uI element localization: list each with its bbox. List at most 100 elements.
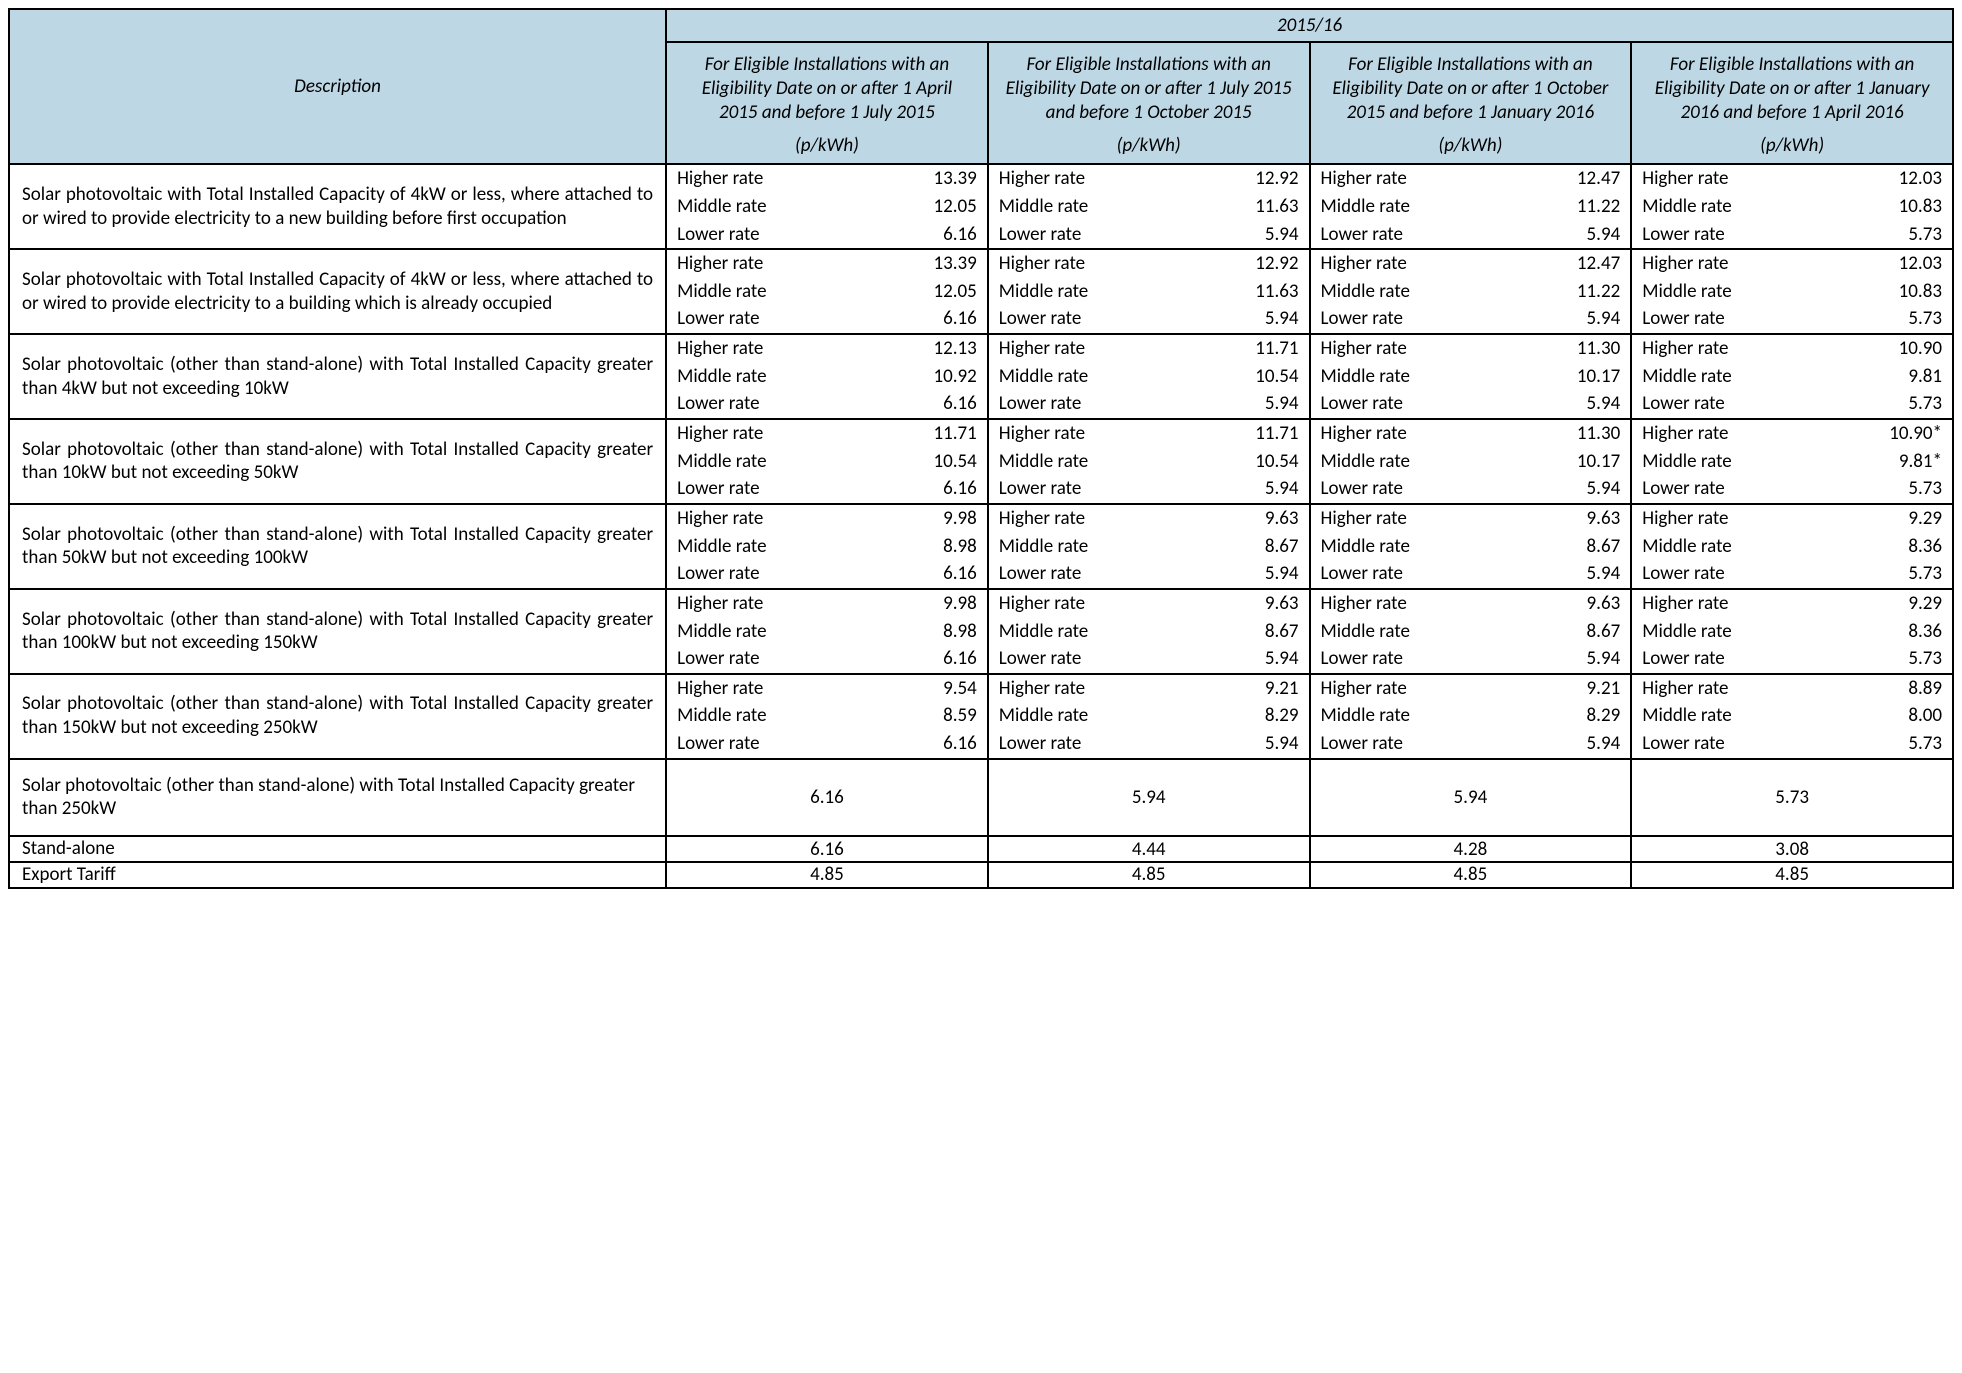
rate-label: Higher rate <box>989 165 1183 193</box>
header-period-0: For Eligible Installations with an Eligi… <box>666 42 988 164</box>
rate-cell-group: Higher rate10.90Middle rate9.81Lower rat… <box>1631 334 1953 419</box>
rate-cell-group: Higher rate9.63Middle rate8.67Lower rate… <box>1310 504 1632 589</box>
rate-value: 12.03 <box>1826 165 1952 193</box>
rate-value: 12.03 <box>1826 250 1952 278</box>
rate-label: Lower rate <box>1311 645 1505 673</box>
rate-label: Higher rate <box>1632 505 1826 533</box>
rate-value: 8.29 <box>1504 702 1630 730</box>
period-text: For Eligible Installations with an Eligi… <box>1646 53 1938 124</box>
rate-label: Middle rate <box>1311 363 1505 391</box>
rate-value: 8.67 <box>1504 533 1630 561</box>
rate-label: Higher rate <box>989 505 1183 533</box>
rate-label: Higher rate <box>1311 335 1505 363</box>
single-value: 5.94 <box>1310 759 1632 837</box>
single-value: 4.28 <box>1310 836 1632 862</box>
rate-label: Middle rate <box>1311 448 1505 476</box>
rate-label: Middle rate <box>1311 702 1505 730</box>
rate-value: 10.17 <box>1504 448 1630 476</box>
rate-label: Middle rate <box>1311 618 1505 646</box>
table-body: Solar photovoltaic with Total Installed … <box>9 164 1953 887</box>
rate-label: Middle rate <box>989 278 1183 306</box>
rate-label: Higher rate <box>1632 420 1826 448</box>
rate-label: Lower rate <box>989 221 1183 249</box>
rate-cell-group: Higher rate13.39Middle rate12.05Lower ra… <box>666 164 988 249</box>
rate-label: Middle rate <box>1632 702 1826 730</box>
table-row: Solar photovoltaic (other than stand-alo… <box>9 589 1953 674</box>
rate-cell-group: Higher rate13.39Middle rate12.05Lower ra… <box>666 249 988 334</box>
rate-label: Higher rate <box>667 505 861 533</box>
header-year: 2015/16 <box>666 9 1953 42</box>
rate-cell-group: Higher rate9.98Middle rate8.98Lower rate… <box>666 504 988 589</box>
rate-value: 10.92 <box>861 363 987 391</box>
rate-label: Lower rate <box>1311 730 1505 758</box>
rate-cell-group: Higher rate9.63Middle rate8.67Lower rate… <box>988 504 1310 589</box>
rate-label: Middle rate <box>989 193 1183 221</box>
rate-value: 5.73 <box>1826 730 1952 758</box>
rate-value: 12.92 <box>1183 250 1309 278</box>
row-description: Solar photovoltaic (other than stand-alo… <box>9 334 666 419</box>
rate-label: Higher rate <box>989 675 1183 703</box>
rate-value: 6.16 <box>861 475 987 503</box>
single-value: 4.85 <box>1631 862 1953 888</box>
rate-label: Higher rate <box>989 250 1183 278</box>
unit-label: (p/kWh) <box>1003 134 1295 157</box>
single-value: 3.08 <box>1631 836 1953 862</box>
rate-label: Higher rate <box>989 335 1183 363</box>
rate-cell-group: Higher rate12.92Middle rate11.63Lower ra… <box>988 249 1310 334</box>
rate-value: 6.16 <box>861 305 987 333</box>
rate-value: 9.21 <box>1504 675 1630 703</box>
rate-label: Higher rate <box>989 590 1183 618</box>
rate-value: 9.63 <box>1504 505 1630 533</box>
rate-value: 6.16 <box>861 560 987 588</box>
rate-value: 5.94 <box>1504 390 1630 418</box>
rate-cell-group: Higher rate9.54Middle rate8.59Lower rate… <box>666 674 988 759</box>
rate-value: 13.39 <box>861 250 987 278</box>
rate-label: Higher rate <box>1311 250 1505 278</box>
rate-cell-group: Higher rate9.21Middle rate8.29Lower rate… <box>1310 674 1632 759</box>
rate-value: 11.71 <box>861 420 987 448</box>
rate-label: Middle rate <box>1632 533 1826 561</box>
rate-label: Higher rate <box>667 420 861 448</box>
rate-cell-group: Higher rate9.29Middle rate8.36Lower rate… <box>1631 504 1953 589</box>
rate-value: 10.54 <box>861 448 987 476</box>
rate-value: 8.98 <box>861 618 987 646</box>
row-description: Solar photovoltaic (other than stand-alo… <box>9 419 666 504</box>
rate-label: Middle rate <box>1311 193 1505 221</box>
rate-value: 8.36 <box>1826 533 1952 561</box>
rate-label: Middle rate <box>989 533 1183 561</box>
rate-value: 12.47 <box>1504 250 1630 278</box>
rate-value: 10.90* <box>1826 420 1952 448</box>
rate-label: Lower rate <box>1311 221 1505 249</box>
rate-value: 5.73 <box>1826 475 1952 503</box>
rate-label: Lower rate <box>989 390 1183 418</box>
table-row: Export Tariff4.854.854.854.85 <box>9 862 1953 888</box>
rate-label: Middle rate <box>989 702 1183 730</box>
rate-value: 9.98 <box>861 505 987 533</box>
single-value: 6.16 <box>666 759 988 837</box>
row-description: Solar photovoltaic with Total Installed … <box>9 164 666 249</box>
rate-label: Middle rate <box>989 448 1183 476</box>
rate-cell-group: Higher rate12.13Middle rate10.92Lower ra… <box>666 334 988 419</box>
rate-label: Higher rate <box>1311 675 1505 703</box>
rate-label: Middle rate <box>667 702 861 730</box>
rate-value: 9.54 <box>861 675 987 703</box>
rate-label: Higher rate <box>667 335 861 363</box>
header-period-1: For Eligible Installations with an Eligi… <box>988 42 1310 164</box>
rate-value: 5.73 <box>1826 645 1952 673</box>
rate-cell-group: Higher rate12.92Middle rate11.63Lower ra… <box>988 164 1310 249</box>
rate-value: 9.98 <box>861 590 987 618</box>
unit-label: (p/kWh) <box>1325 134 1617 157</box>
table-row: Stand-alone6.164.444.283.08 <box>9 836 1953 862</box>
header-period-2: For Eligible Installations with an Eligi… <box>1310 42 1632 164</box>
unit-label: (p/kWh) <box>1646 134 1938 157</box>
rate-label: Higher rate <box>667 165 861 193</box>
rate-label: Middle rate <box>667 193 861 221</box>
rate-value: 5.94 <box>1183 730 1309 758</box>
rate-value: 10.83 <box>1826 278 1952 306</box>
row-description: Solar photovoltaic with Total Installed … <box>9 249 666 334</box>
rate-label: Lower rate <box>667 305 861 333</box>
rate-label: Lower rate <box>1632 730 1826 758</box>
rate-cell-group: Higher rate11.30Middle rate10.17Lower ra… <box>1310 334 1632 419</box>
rate-value: 5.73 <box>1826 221 1952 249</box>
rate-label: Middle rate <box>1632 618 1826 646</box>
